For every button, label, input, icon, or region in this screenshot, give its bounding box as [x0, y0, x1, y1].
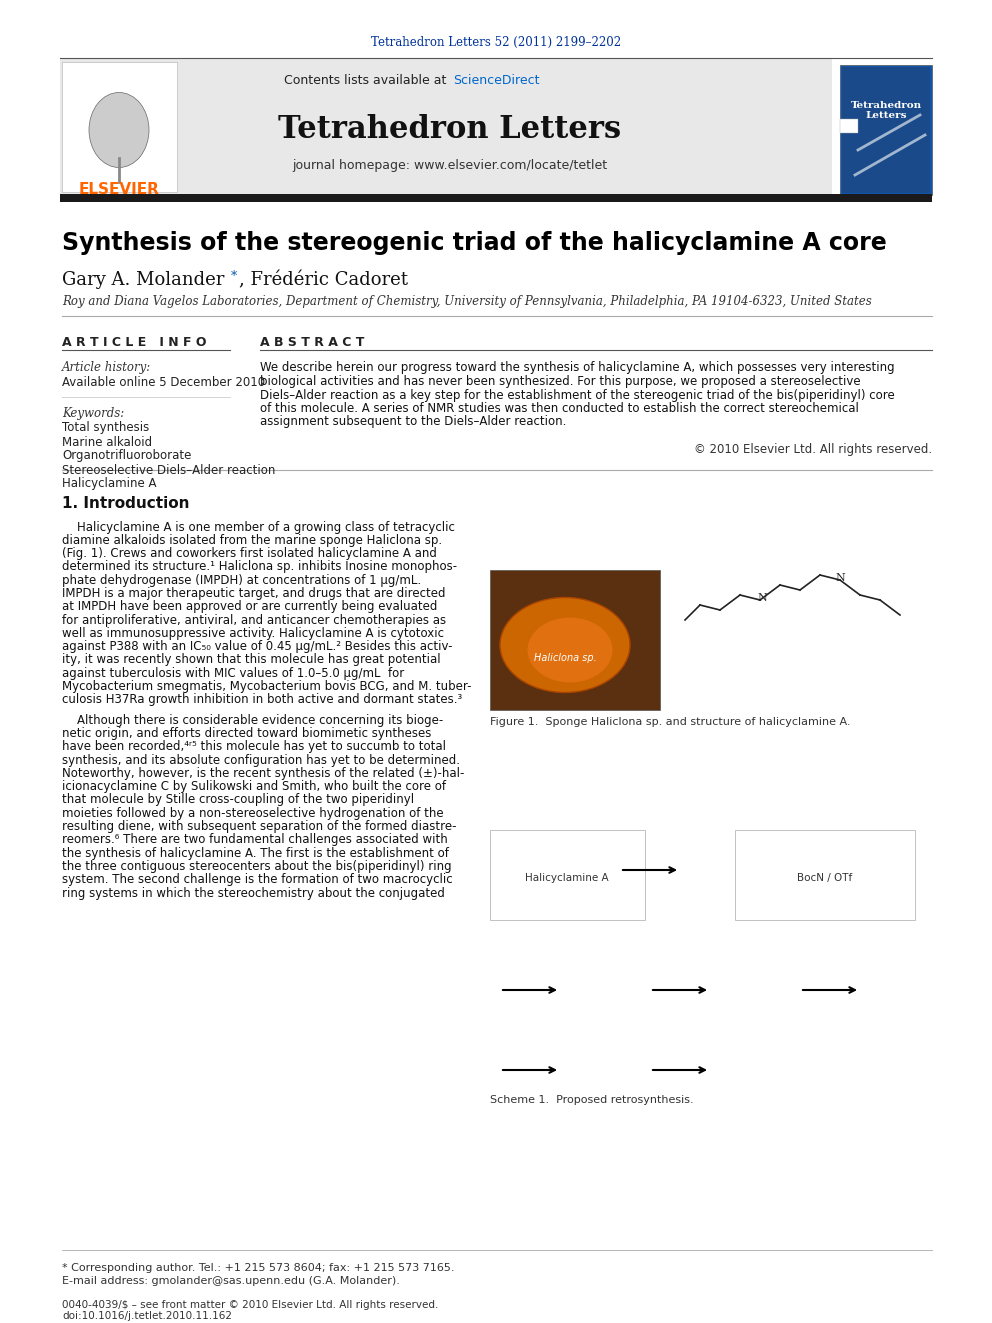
- Text: Diels–Alder reaction as a key step for the establishment of the stereogenic tria: Diels–Alder reaction as a key step for t…: [260, 389, 895, 401]
- Text: of this molecule. A series of NMR studies was then conducted to establish the co: of this molecule. A series of NMR studie…: [260, 402, 859, 415]
- Text: Synthesis of the stereogenic triad of the halicyclamine A core: Synthesis of the stereogenic triad of th…: [62, 232, 887, 255]
- Text: A R T I C L E   I N F O: A R T I C L E I N F O: [62, 336, 206, 348]
- Text: Noteworthy, however, is the recent synthesis of the related (±)-hal-: Noteworthy, however, is the recent synth…: [62, 767, 464, 779]
- Text: Figure 1.  Sponge Haliclona sp. and structure of halicyclamine A.: Figure 1. Sponge Haliclona sp. and struc…: [490, 717, 850, 728]
- Bar: [490, 570, 660, 710]
- Text: * Corresponding author. Tel.: +1 215 573 8604; fax: +1 215 573 7165.: * Corresponding author. Tel.: +1 215 573…: [62, 1263, 454, 1273]
- Text: Marine alkaloid: Marine alkaloid: [62, 435, 152, 448]
- Text: phate dehydrogenase (IMPDH) at concentrations of 1 μg/mL.: phate dehydrogenase (IMPDH) at concentra…: [62, 574, 422, 586]
- Text: A B S T R A C T: A B S T R A C T: [260, 336, 364, 348]
- Text: journal homepage: www.elsevier.com/locate/tetlet: journal homepage: www.elsevier.com/locat…: [293, 159, 607, 172]
- Text: Halicyclamine A is one member of a growing class of tetracyclic: Halicyclamine A is one member of a growi…: [62, 520, 455, 533]
- Text: the three contiguous stereocenters about the bis(piperidinyl) ring: the three contiguous stereocenters about…: [62, 860, 451, 873]
- Text: netic origin, and efforts directed toward biomimetic syntheses: netic origin, and efforts directed towar…: [62, 728, 432, 740]
- Text: Tetrahedron Letters: Tetrahedron Letters: [279, 115, 622, 146]
- Text: Mycobacterium smegmatis, Mycobacterium bovis BCG, and M. tuber-: Mycobacterium smegmatis, Mycobacterium b…: [62, 680, 471, 693]
- Text: Contents lists available at: Contents lists available at: [284, 74, 450, 86]
- Bar: [840, 119, 858, 134]
- Ellipse shape: [89, 93, 149, 168]
- Bar: [490, 830, 645, 919]
- Text: culosis H37Ra growth inhibition in both active and dormant states.³: culosis H37Ra growth inhibition in both …: [62, 693, 462, 706]
- Text: Gary A. Molander: Gary A. Molander: [62, 271, 224, 288]
- Text: ity, it was recently shown that this molecule has great potential: ity, it was recently shown that this mol…: [62, 654, 440, 667]
- Text: 1. Introduction: 1. Introduction: [62, 496, 189, 511]
- Text: © 2010 Elsevier Ltd. All rights reserved.: © 2010 Elsevier Ltd. All rights reserved…: [693, 443, 932, 456]
- Bar: [62, 62, 177, 192]
- Text: Halicyclamine A: Halicyclamine A: [62, 478, 157, 491]
- Text: reomers.⁶ There are two fundamental challenges associated with: reomers.⁶ There are two fundamental chal…: [62, 833, 447, 847]
- Text: Tetrahedron: Tetrahedron: [850, 101, 922, 110]
- Text: Available online 5 December 2010: Available online 5 December 2010: [62, 376, 265, 389]
- Text: E-mail address: gmolander@sas.upenn.edu (G.A. Molander).: E-mail address: gmolander@sas.upenn.edu …: [62, 1275, 400, 1286]
- Text: , Frédéric Cadoret: , Frédéric Cadoret: [239, 271, 408, 288]
- Text: well as immunosuppressive activity. Halicyclamine A is cytotoxic: well as immunosuppressive activity. Hali…: [62, 627, 444, 640]
- Text: Letters: Letters: [865, 111, 907, 120]
- Text: N: N: [835, 573, 845, 583]
- Text: *: *: [231, 270, 237, 283]
- Text: Haliclona sp.: Haliclona sp.: [534, 654, 596, 663]
- Text: ring systems in which the stereochemistry about the conjugated: ring systems in which the stereochemistr…: [62, 886, 444, 900]
- Text: N: N: [757, 593, 767, 603]
- Bar: [60, 58, 832, 194]
- Text: against P388 with an IC₅₀ value of 0.45 μg/mL.² Besides this activ-: against P388 with an IC₅₀ value of 0.45 …: [62, 640, 452, 654]
- Text: synthesis, and its absolute configuration has yet to be determined.: synthesis, and its absolute configuratio…: [62, 754, 460, 766]
- Text: resulting diene, with subsequent separation of the formed diastre-: resulting diene, with subsequent separat…: [62, 820, 456, 833]
- Text: moieties followed by a non-stereoselective hydrogenation of the: moieties followed by a non-stereoselecti…: [62, 807, 443, 820]
- Text: Halicyclamine A: Halicyclamine A: [525, 873, 609, 882]
- Text: at IMPDH have been approved or are currently being evaluated: at IMPDH have been approved or are curre…: [62, 601, 437, 614]
- Text: (Fig. 1). Crews and coworkers first isolated halicyclamine A and: (Fig. 1). Crews and coworkers first isol…: [62, 548, 436, 560]
- Text: against tuberculosis with MIC values of 1.0–5.0 μg/mL  for: against tuberculosis with MIC values of …: [62, 667, 405, 680]
- Bar: [60, 194, 932, 202]
- Text: assignment subsequent to the Diels–Alder reaction.: assignment subsequent to the Diels–Alder…: [260, 415, 566, 429]
- Text: diamine alkaloids isolated from the marine sponge Haliclona sp.: diamine alkaloids isolated from the mari…: [62, 533, 442, 546]
- Bar: [735, 830, 915, 919]
- Text: BocN / OTf: BocN / OTf: [798, 873, 853, 882]
- Text: icionacyclamine C by Sulikowski and Smith, who built the core of: icionacyclamine C by Sulikowski and Smit…: [62, 781, 446, 794]
- Text: Scheme 1.  Proposed retrosynthesis.: Scheme 1. Proposed retrosynthesis.: [490, 1095, 693, 1105]
- Text: biological activities and has never been synthesized. For this purpose, we propo: biological activities and has never been…: [260, 374, 861, 388]
- Text: have been recorded,⁴ʳ⁵ this molecule has yet to succumb to total: have been recorded,⁴ʳ⁵ this molecule has…: [62, 741, 446, 753]
- Text: for antiproliferative, antiviral, and anticancer chemotherapies as: for antiproliferative, antiviral, and an…: [62, 614, 446, 627]
- Text: Roy and Diana Vagelos Laboratories, Department of Chemistry, University of Penns: Roy and Diana Vagelos Laboratories, Depa…: [62, 295, 872, 308]
- Text: ScienceDirect: ScienceDirect: [453, 74, 540, 86]
- Text: that molecule by Stille cross-coupling of the two piperidinyl: that molecule by Stille cross-coupling o…: [62, 794, 414, 807]
- Text: determined its structure.¹ Haliclona sp. inhibits Inosine monophos-: determined its structure.¹ Haliclona sp.…: [62, 561, 457, 573]
- Text: system. The second challenge is the formation of two macrocyclic: system. The second challenge is the form…: [62, 873, 452, 886]
- Text: Organotrifluoroborate: Organotrifluoroborate: [62, 450, 191, 463]
- Text: doi:10.1016/j.tetlet.2010.11.162: doi:10.1016/j.tetlet.2010.11.162: [62, 1311, 232, 1320]
- Text: Although there is considerable evidence concerning its bioge-: Although there is considerable evidence …: [62, 713, 443, 726]
- Ellipse shape: [528, 618, 612, 683]
- Text: 0040-4039/$ – see front matter © 2010 Elsevier Ltd. All rights reserved.: 0040-4039/$ – see front matter © 2010 El…: [62, 1301, 438, 1310]
- Text: Tetrahedron Letters 52 (2011) 2199–2202: Tetrahedron Letters 52 (2011) 2199–2202: [371, 36, 621, 49]
- Text: Article history:: Article history:: [62, 361, 151, 374]
- Text: the synthesis of halicyclamine A. The first is the establishment of: the synthesis of halicyclamine A. The fi…: [62, 847, 448, 860]
- Text: ELSEVIER: ELSEVIER: [78, 183, 160, 197]
- Text: We describe herein our progress toward the synthesis of halicyclamine A, which p: We describe herein our progress toward t…: [260, 361, 895, 374]
- Bar: [840, 65, 932, 194]
- Text: IMPDH is a major therapeutic target, and drugs that are directed: IMPDH is a major therapeutic target, and…: [62, 587, 445, 601]
- Ellipse shape: [500, 598, 630, 692]
- Text: Keywords:: Keywords:: [62, 406, 124, 419]
- Text: Total synthesis: Total synthesis: [62, 422, 149, 434]
- Text: Stereoselective Diels–Alder reaction: Stereoselective Diels–Alder reaction: [62, 463, 276, 476]
- Bar: [842, 67, 930, 193]
